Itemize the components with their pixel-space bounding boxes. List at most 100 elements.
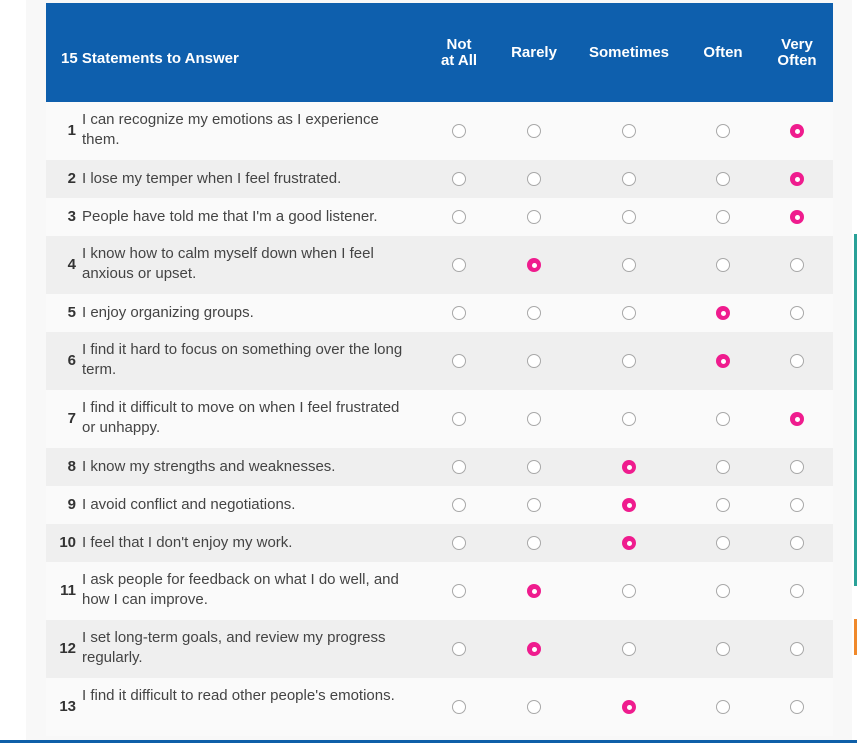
radio-sometimes[interactable]	[622, 306, 636, 320]
radio-often[interactable]	[716, 536, 730, 550]
radio-rarely[interactable]	[527, 306, 541, 320]
radio-rarely[interactable]	[527, 210, 541, 224]
radio-often[interactable]	[716, 642, 730, 656]
radio-not-at-all[interactable]	[452, 700, 466, 714]
radio-sometimes[interactable]	[622, 584, 636, 598]
radio-rarely[interactable]	[527, 642, 541, 656]
radio-sometimes[interactable]	[622, 412, 636, 426]
radio-often[interactable]	[716, 172, 730, 186]
question-text: I feel that I don't enjoy my work.	[82, 534, 293, 551]
radio-not-at-all[interactable]	[452, 258, 466, 272]
radio-sometimes[interactable]	[622, 700, 636, 714]
radio-sometimes[interactable]	[622, 172, 636, 186]
radio-rarely[interactable]	[527, 124, 541, 138]
survey-title: 15 Statements to Answer	[61, 50, 239, 67]
radio-very-often[interactable]	[790, 210, 804, 224]
radio-rarely[interactable]	[527, 700, 541, 714]
radio-very-often[interactable]	[790, 584, 804, 598]
column-sometimes: Sometimes	[579, 3, 679, 102]
radio-sometimes[interactable]	[622, 536, 636, 550]
radio-rarely[interactable]	[527, 258, 541, 272]
right-accent-orange	[854, 619, 857, 655]
radio-often[interactable]	[716, 306, 730, 320]
radio-very-often[interactable]	[790, 354, 804, 368]
radio-rarely[interactable]	[527, 354, 541, 368]
radio-not-at-all[interactable]	[452, 536, 466, 550]
radio-sometimes[interactable]	[622, 642, 636, 656]
radio-often[interactable]	[716, 498, 730, 512]
radio-often[interactable]	[716, 412, 730, 426]
question-number: 13	[59, 698, 76, 715]
question-row: 13 I find it difficult to read other peop…	[46, 678, 833, 736]
question-number: 10	[59, 534, 76, 551]
radio-sometimes[interactable]	[622, 460, 636, 474]
radio-rarely[interactable]	[527, 498, 541, 512]
question-text: I avoid conflict and negotiations.	[82, 496, 296, 513]
question-row: 11 I ask people for feedback on what I do…	[46, 562, 833, 620]
radio-rarely[interactable]	[527, 412, 541, 426]
radio-rarely[interactable]	[527, 584, 541, 598]
question-number: 7	[67, 410, 76, 427]
radio-not-at-all[interactable]	[452, 124, 466, 138]
column-label: Sometimes	[588, 43, 670, 61]
radio-rarely[interactable]	[527, 460, 541, 474]
radio-not-at-all[interactable]	[452, 412, 466, 426]
question-row: 1 I can recognize my emotions as I experi…	[46, 102, 833, 160]
radio-very-often[interactable]	[790, 412, 804, 426]
radio-rarely[interactable]	[527, 536, 541, 550]
question-row: 5 I enjoy organizing groups.	[46, 294, 833, 332]
question-row: 8 I know my strengths and weaknesses.	[46, 448, 833, 486]
column-label: Rarely	[511, 43, 557, 61]
radio-often[interactable]	[716, 354, 730, 368]
radio-very-often[interactable]	[790, 258, 804, 272]
column-not-at-all: Not at All	[429, 3, 489, 102]
radio-very-often[interactable]	[790, 498, 804, 512]
radio-rarely[interactable]	[527, 172, 541, 186]
radio-very-often[interactable]	[790, 172, 804, 186]
question-number: 11	[60, 582, 76, 599]
radio-not-at-all[interactable]	[452, 584, 466, 598]
radio-often[interactable]	[716, 460, 730, 474]
radio-very-often[interactable]	[790, 306, 804, 320]
radio-not-at-all[interactable]	[452, 172, 466, 186]
question-row: 9 I avoid conflict and negotiations.	[46, 486, 833, 524]
question-text: I set long-term goals, and review my pro…	[82, 629, 386, 666]
question-text: I ask people for feedback on what I do w…	[82, 571, 399, 608]
question-text: People have told me that I'm a good list…	[82, 208, 378, 225]
question-text: I can recognize my emotions as I experie…	[82, 111, 379, 148]
radio-not-at-all[interactable]	[452, 498, 466, 512]
question-number: 6	[67, 352, 76, 369]
question-row: 4 I know how to calm myself down when I f…	[46, 236, 833, 294]
question-text: I find it hard to focus on something ove…	[82, 341, 403, 378]
question-row: 12 I set long-term goals, and review my p…	[46, 620, 833, 678]
radio-not-at-all[interactable]	[452, 460, 466, 474]
radio-very-often[interactable]	[790, 536, 804, 550]
question-row: 7 I find it difficult to move on when I f…	[46, 390, 833, 448]
question-row: 2 I lose my temper when I feel frustrated…	[46, 160, 833, 198]
radio-very-often[interactable]	[790, 124, 804, 138]
radio-not-at-all[interactable]	[452, 210, 466, 224]
radio-very-often[interactable]	[790, 642, 804, 656]
radio-sometimes[interactable]	[622, 124, 636, 138]
question-number: 2	[67, 170, 76, 187]
radio-often[interactable]	[716, 700, 730, 714]
radio-often[interactable]	[716, 258, 730, 272]
radio-often[interactable]	[716, 124, 730, 138]
radio-not-at-all[interactable]	[452, 642, 466, 656]
radio-often[interactable]	[716, 584, 730, 598]
column-very-often: Very Often	[767, 3, 827, 102]
bottom-border	[0, 740, 857, 743]
radio-sometimes[interactable]	[622, 210, 636, 224]
radio-not-at-all[interactable]	[452, 306, 466, 320]
radio-often[interactable]	[716, 210, 730, 224]
column-label: Very Often	[777, 35, 817, 69]
radio-not-at-all[interactable]	[452, 354, 466, 368]
radio-very-often[interactable]	[790, 700, 804, 714]
radio-sometimes[interactable]	[622, 354, 636, 368]
survey-rows: 1 I can recognize my emotions as I experi…	[46, 102, 833, 736]
radio-sometimes[interactable]	[622, 498, 636, 512]
question-text: I know how to calm myself down when I fe…	[82, 245, 374, 282]
radio-very-often[interactable]	[790, 460, 804, 474]
radio-sometimes[interactable]	[622, 258, 636, 272]
question-number: 5	[67, 304, 76, 321]
